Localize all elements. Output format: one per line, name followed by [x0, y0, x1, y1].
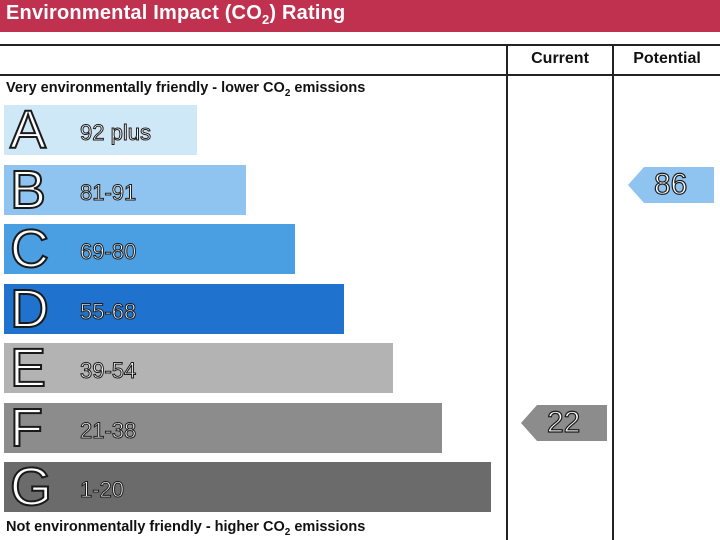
band-letter: F	[9, 397, 44, 459]
band-d: D 55-68	[4, 278, 344, 340]
current-pointer-arrow	[521, 404, 607, 441]
band-range-label: 92 plus	[80, 120, 152, 146]
top-rule	[0, 44, 720, 46]
band-letter: G	[9, 456, 53, 518]
band-range-label: 55-68	[79, 298, 137, 324]
band-letter: E	[9, 337, 47, 399]
title-subscript: 2	[261, 12, 270, 27]
top-caption: Very environmentally friendly - lower CO…	[6, 80, 365, 99]
bottom-caption-subscript: 2	[284, 526, 291, 538]
potential-column-left-border	[612, 44, 614, 540]
current-pointer-shape	[521, 404, 607, 441]
potential-rating-pointer: 86	[628, 166, 714, 203]
header-rule	[0, 74, 720, 76]
band-c: C 69-80	[4, 218, 295, 280]
band-b: B 81-91	[4, 159, 246, 221]
band-range-label: 81-91	[79, 179, 137, 205]
band-f: F 21-38	[4, 397, 442, 459]
potential-pointer-arrow	[628, 166, 714, 203]
band-range-label: 21-38	[79, 417, 137, 443]
bottom-caption-text: Not environmentally friendly - higher CO	[6, 519, 285, 535]
band-range-label: 1-20	[79, 477, 125, 503]
header-bar: Environmental Impact (CO2) Rating	[0, 0, 720, 32]
band-letter: A	[9, 99, 47, 161]
title-text-end: ) Rating	[269, 2, 346, 24]
top-caption-text: Very environmentally friendly - lower CO	[6, 80, 285, 96]
band-range-label: 69-80	[79, 239, 137, 265]
current-column-left-border	[506, 44, 508, 540]
bottom-caption-text-end: emissions	[290, 519, 366, 535]
band-range-label: 39-54	[79, 358, 137, 384]
top-caption-text-end: emissions	[290, 80, 366, 96]
band-letter: B	[9, 159, 47, 221]
current-rating-pointer: 22	[521, 404, 607, 441]
current-rating-value: 22	[546, 405, 581, 439]
potential-pointer-shape	[628, 166, 714, 203]
band-letter: D	[9, 278, 50, 340]
current-column-header: Current	[531, 50, 589, 67]
band-e: E 39-54	[4, 337, 393, 399]
top-caption-subscript: 2	[284, 87, 291, 99]
band-letter: C	[9, 218, 50, 280]
band-g: G 1-20	[4, 456, 491, 518]
potential-rating-value: 86	[653, 167, 688, 201]
title-text: Environmental Impact (CO	[6, 2, 262, 24]
chart-title: Environmental Impact (CO2) Rating	[6, 2, 345, 27]
potential-column-header: Potential	[633, 50, 701, 67]
bottom-caption: Not environmentally friendly - higher CO…	[6, 519, 365, 538]
band-a: A 92 plus	[4, 99, 197, 161]
